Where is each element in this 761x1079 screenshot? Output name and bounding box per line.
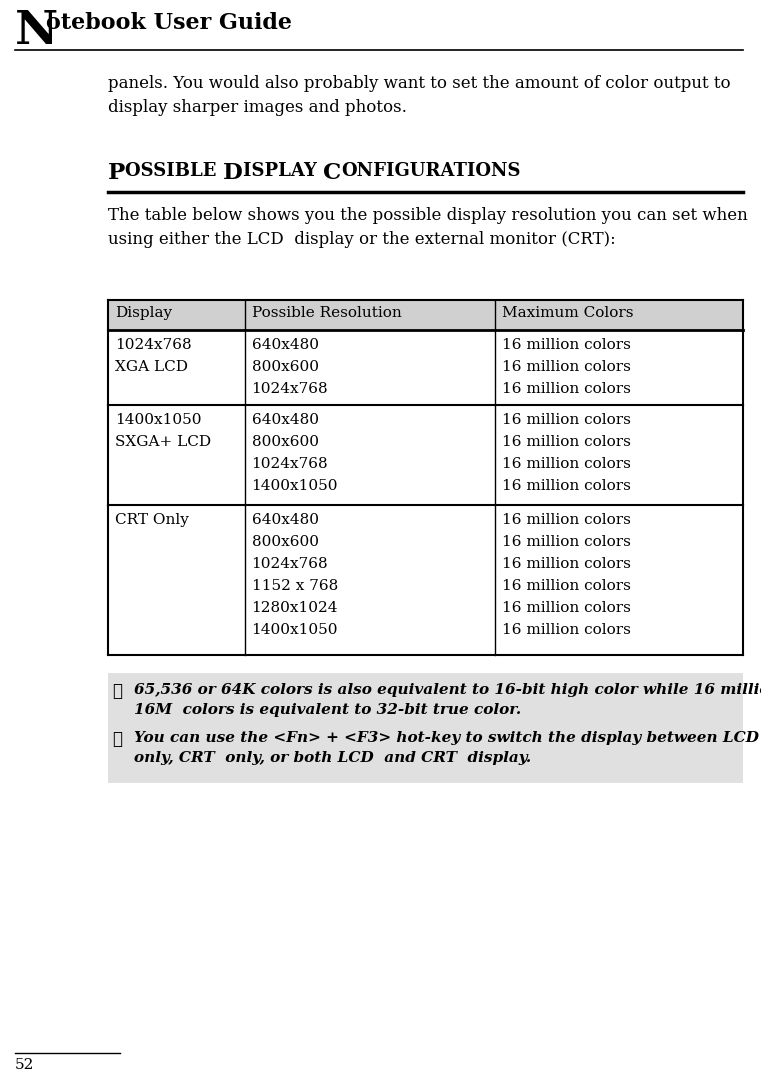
Text: 1024x768: 1024x768 xyxy=(115,338,192,352)
Text: The table below shows you the possible display resolution you can set when
using: The table below shows you the possible d… xyxy=(108,207,748,248)
Bar xyxy=(108,405,743,505)
Text: 16 million colors: 16 million colors xyxy=(502,382,631,396)
Text: Maximum Colors: Maximum Colors xyxy=(502,306,634,320)
Text: ☞: ☞ xyxy=(112,683,122,700)
Text: 1280x1024: 1280x1024 xyxy=(252,601,338,615)
Text: 1400x1050: 1400x1050 xyxy=(115,413,202,427)
Bar xyxy=(108,300,743,330)
Bar xyxy=(108,505,743,655)
Text: 640x480: 640x480 xyxy=(252,513,319,527)
Text: 16 million colors: 16 million colors xyxy=(502,360,631,374)
Text: 16 million colors: 16 million colors xyxy=(502,435,631,449)
Bar xyxy=(108,673,743,783)
Text: otebook User Guide: otebook User Guide xyxy=(46,12,292,35)
Text: 16 million colors: 16 million colors xyxy=(502,535,631,549)
Text: 16 million colors: 16 million colors xyxy=(502,513,631,527)
Text: P: P xyxy=(108,162,126,185)
Text: 640x480: 640x480 xyxy=(252,338,319,352)
Text: SXGA+ LCD: SXGA+ LCD xyxy=(115,435,211,449)
Bar xyxy=(108,330,743,405)
Text: You can use the <Fn> + <F3> hot-key to switch the display between LCD: You can use the <Fn> + <F3> hot-key to s… xyxy=(134,730,759,745)
Text: XGA LCD: XGA LCD xyxy=(115,360,188,374)
Text: 1400x1050: 1400x1050 xyxy=(252,623,338,637)
Text: 16 million colors: 16 million colors xyxy=(502,601,631,615)
Text: Display: Display xyxy=(115,306,172,320)
Text: 800x600: 800x600 xyxy=(252,360,319,374)
Text: panels. You would also probably want to set the amount of color output to
displa: panels. You would also probably want to … xyxy=(108,76,731,117)
Text: 16 million colors: 16 million colors xyxy=(502,338,631,352)
Text: 16 million colors: 16 million colors xyxy=(502,557,631,571)
Text: ONFIGURATIONS: ONFIGURATIONS xyxy=(341,162,521,180)
Text: 800x600: 800x600 xyxy=(252,535,319,549)
Text: 16 million colors: 16 million colors xyxy=(502,413,631,427)
Text: C: C xyxy=(323,162,341,185)
Text: 1024x768: 1024x768 xyxy=(252,557,328,571)
Text: 640x480: 640x480 xyxy=(252,413,319,427)
Text: 1024x768: 1024x768 xyxy=(252,382,328,396)
Text: 1024x768: 1024x768 xyxy=(252,457,328,472)
Text: 1400x1050: 1400x1050 xyxy=(252,479,338,493)
Text: CRT Only: CRT Only xyxy=(115,513,189,527)
Text: D: D xyxy=(223,162,243,185)
Text: 16 million colors: 16 million colors xyxy=(502,579,631,593)
Text: 16 million colors: 16 million colors xyxy=(502,479,631,493)
Text: N: N xyxy=(15,8,59,54)
Text: 52: 52 xyxy=(15,1058,34,1073)
Text: OSSIBLE: OSSIBLE xyxy=(126,162,223,180)
Text: ISPLAY: ISPLAY xyxy=(243,162,323,180)
Text: 16 million colors: 16 million colors xyxy=(502,457,631,472)
Text: 800x600: 800x600 xyxy=(252,435,319,449)
Text: 65,536 or 64K colors is also equivalent to 16-bit high color while 16 million or: 65,536 or 64K colors is also equivalent … xyxy=(134,683,761,697)
Text: 16M  colors is equivalent to 32-bit true color.: 16M colors is equivalent to 32-bit true … xyxy=(134,704,521,718)
Text: 16 million colors: 16 million colors xyxy=(502,623,631,637)
Text: 1152 x 768: 1152 x 768 xyxy=(252,579,338,593)
Text: only, CRT  only, or both LCD  and CRT  display.: only, CRT only, or both LCD and CRT disp… xyxy=(134,751,531,765)
Text: ☞: ☞ xyxy=(112,730,122,748)
Text: Possible Resolution: Possible Resolution xyxy=(252,306,401,320)
